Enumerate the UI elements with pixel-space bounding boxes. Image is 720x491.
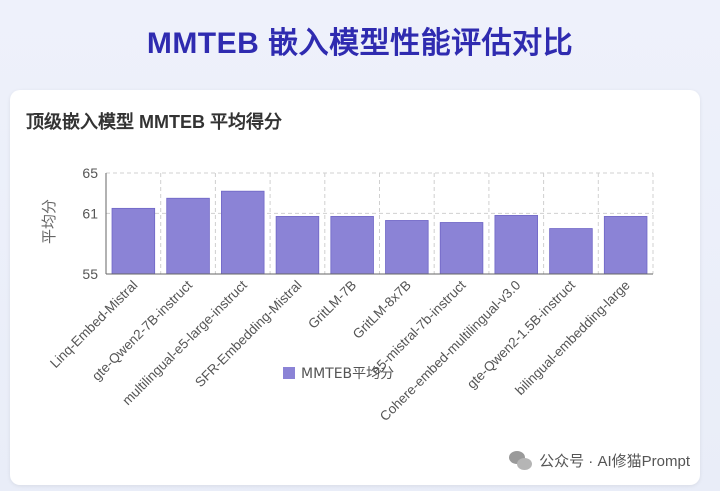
bar [549, 228, 593, 275]
x-tick-label: gte-Qwen2-1.5B-instruct [464, 277, 578, 391]
wechat-icon [509, 450, 533, 471]
watermark: 公众号 · AI修猫Prompt [509, 450, 690, 471]
bar-chart: 55 61 65 平均分 Linq-Embed-Mistralgte-Qwen2-7B-… [40, 165, 654, 424]
bar [603, 216, 648, 275]
x-tick-label: e5-mistral-7b-instruct [368, 277, 468, 377]
y-tick-label: 65 [82, 165, 98, 181]
bar [494, 215, 538, 275]
y-tick-label: 55 [82, 266, 98, 282]
x-tick-label: bilingual-embedding-large [512, 278, 632, 398]
legend-label: MMTEB平均分 [301, 366, 394, 382]
bar [439, 222, 484, 275]
bar [111, 207, 156, 275]
bar [330, 216, 374, 275]
y-tick-label: 61 [82, 205, 98, 221]
x-tick-label: Linq-Embed-Mistral [47, 278, 140, 371]
x-tick-label: gte-Qwen2-7B-instruct [89, 277, 195, 383]
x-tick-label: GritLM-7B [305, 278, 359, 332]
bar [221, 190, 265, 275]
y-axis-title: 平均分 [40, 199, 58, 244]
bar [275, 216, 320, 275]
watermark-text: 公众号 · AI修猫Prompt [539, 453, 690, 470]
chart-card-title: 顶级嵌入模型 MMTEB 平均得分 [26, 112, 282, 132]
legend-swatch [283, 367, 295, 379]
bar [166, 197, 210, 275]
chart-card: 顶级嵌入模型 MMTEB 平均得分 55 61 65 平均分 Linq-Embed-Mi… [10, 90, 700, 485]
page-title: MMTEB 嵌入模型性能评估对比 [146, 27, 574, 60]
bar [385, 220, 429, 275]
